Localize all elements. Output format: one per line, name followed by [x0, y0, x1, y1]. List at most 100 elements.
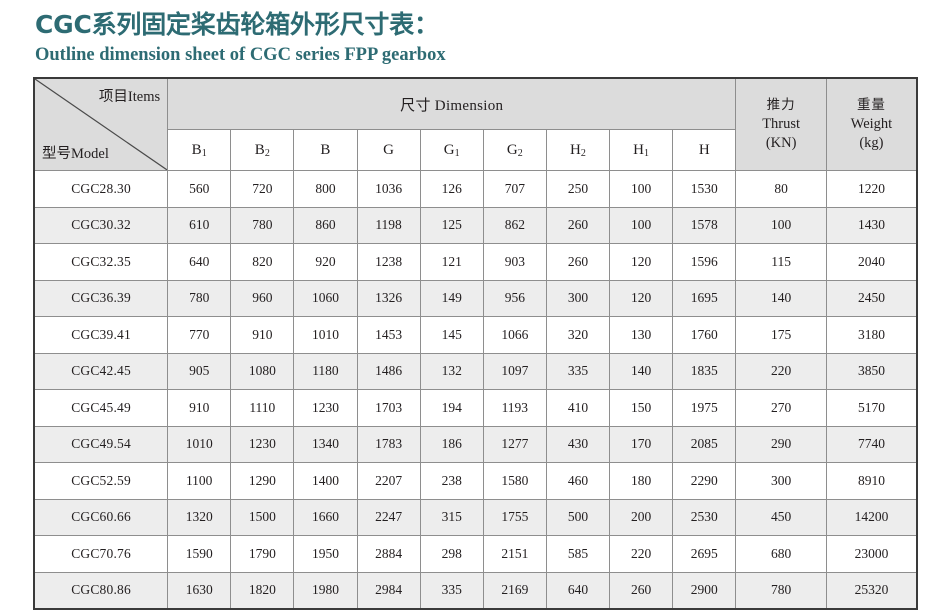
cell-thrust: 450: [735, 498, 827, 536]
cell-dimension: 145: [419, 316, 484, 354]
cell-dimension: 1453: [356, 316, 421, 354]
cell-dimension: 149: [419, 279, 484, 317]
cell-dimension: 100: [608, 206, 674, 244]
cell-dimension: 1578: [672, 206, 737, 244]
column-header-b2: B2: [230, 129, 295, 171]
cell-model: CGC80.86: [33, 571, 169, 610]
cell-dimension: 1010: [293, 316, 358, 354]
cell-dimension: 2884: [356, 535, 421, 573]
cell-dimension: 1290: [230, 462, 295, 500]
cell-dimension: 1230: [293, 389, 358, 427]
cell-dimension: 500: [545, 498, 611, 536]
cell-dimension: 1110: [230, 389, 295, 427]
cell-dimension: 140: [608, 352, 674, 390]
cell-dimension: 1326: [356, 279, 421, 317]
header-weight-unit: (kg): [859, 135, 884, 151]
cell-model: CGC32.35: [33, 243, 169, 281]
cell-dimension: 2984: [356, 571, 421, 610]
column-header-subscript: 1: [454, 147, 460, 159]
cell-dimension: 180: [608, 462, 674, 500]
cell-dimension: 610: [167, 206, 232, 244]
cell-thrust: 270: [735, 389, 827, 427]
cell-dimension: 560: [167, 170, 232, 208]
cell-dimension: 1703: [356, 389, 421, 427]
cell-thrust: 290: [735, 425, 827, 463]
cell-dimension: 1975: [672, 389, 737, 427]
cell-weight: 7740: [825, 425, 918, 463]
column-header-subscript: 2: [264, 147, 270, 159]
table-row: CGC36.39 780 960 1060 1326 149 956 300 120 1695 14…: [33, 279, 918, 317]
column-header-b: B: [293, 129, 358, 171]
column-header-base: B: [254, 141, 265, 158]
cell-dimension: 460: [545, 462, 611, 500]
cell-dimension: 905: [167, 352, 232, 390]
table-row: CGC49.54 1010 1230 1340 1783 186 1277 430 170 208…: [33, 425, 918, 463]
header-thrust-zh: 推力: [766, 97, 796, 113]
cell-dimension: 320: [545, 316, 611, 354]
cell-dimension: 200: [608, 498, 674, 536]
table-row: CGC28.30 560 720 800 1036 126 707 250 100 1530 80 1…: [33, 170, 918, 208]
corner-model-label: 型号Model: [42, 146, 109, 162]
cell-dimension: 862: [482, 206, 547, 244]
column-header-g1: G1: [419, 129, 484, 171]
cell-model: CGC36.39: [33, 279, 169, 317]
cell-dimension: 1980: [293, 571, 358, 610]
cell-dimension: 126: [419, 170, 484, 208]
cell-thrust: 780: [735, 571, 827, 610]
cell-dimension: 770: [167, 316, 232, 354]
cell-dimension: 585: [545, 535, 611, 573]
cell-dimension: 2169: [482, 571, 547, 610]
cell-dimension: 1066: [482, 316, 547, 354]
header-thrust-unit: (KN): [765, 135, 797, 151]
cell-dimension: 410: [545, 389, 611, 427]
cell-dimension: 780: [230, 206, 295, 244]
cell-dimension: 1950: [293, 535, 358, 573]
cell-dimension: 1500: [230, 498, 295, 536]
cell-dimension: 1755: [482, 498, 547, 536]
corner-items-label: 项目Items: [98, 89, 161, 105]
cell-dimension: 125: [419, 206, 484, 244]
cell-weight: 8910: [825, 462, 918, 500]
cell-thrust: 115: [735, 243, 827, 281]
cell-dimension: 1486: [356, 352, 421, 390]
cell-weight: 14200: [825, 498, 918, 536]
cell-dimension: 2900: [672, 571, 737, 610]
cell-dimension: 1097: [482, 352, 547, 390]
cell-dimension: 2247: [356, 498, 421, 536]
cell-model: CGC49.54: [33, 425, 169, 463]
column-header-h: H: [672, 129, 737, 171]
column-header-subscript: 2: [517, 147, 523, 159]
cell-dimension: 2290: [672, 462, 737, 500]
cell-dimension: 820: [230, 243, 295, 281]
corner-diagonal-line: [35, 79, 167, 170]
group-header-dimension: 尺寸 Dimension: [167, 77, 737, 130]
cell-dimension: 960: [230, 279, 295, 317]
cell-dimension: 1100: [167, 462, 232, 500]
cell-dimension: 860: [293, 206, 358, 244]
cell-model: CGC30.32: [33, 206, 169, 244]
cell-dimension: 315: [419, 498, 484, 536]
column-header-base: H: [633, 141, 644, 158]
column-header-base: H: [570, 141, 581, 158]
cell-dimension: 150: [608, 389, 674, 427]
cell-dimension: 1820: [230, 571, 295, 610]
cell-dimension: 1080: [230, 352, 295, 390]
cell-dimension: 100: [608, 170, 674, 208]
cell-dimension: 1238: [356, 243, 421, 281]
cell-dimension: 260: [545, 206, 611, 244]
cell-dimension: 920: [293, 243, 358, 281]
table-row: CGC80.86 1630 1820 1980 2984 335 2169 640 260 290…: [33, 571, 918, 610]
cell-dimension: 1277: [482, 425, 547, 463]
table-row: CGC52.59 1100 1290 1400 2207 238 1580 460 180 229…: [33, 462, 918, 500]
header-row-columns: B1 B2 B G G1 G2 H2 H1 H: [34, 129, 917, 171]
table-row: CGC70.76 1590 1790 1950 2884 298 2151 585 220 269…: [33, 535, 918, 573]
column-header-b1: B1: [167, 129, 232, 171]
table-row: CGC39.41 770 910 1010 1453 145 1066 320 130 1760 1…: [33, 316, 918, 354]
column-header-subscript: 1: [643, 147, 649, 159]
cell-dimension: 1590: [167, 535, 232, 573]
page-title-chinese: CGC系列固定桨齿轮箱外形尺寸表：: [35, 10, 439, 39]
cell-dimension: 298: [419, 535, 484, 573]
cell-dimension: 220: [608, 535, 674, 573]
column-header-base: G: [443, 141, 455, 158]
column-header-base: G: [383, 141, 394, 158]
